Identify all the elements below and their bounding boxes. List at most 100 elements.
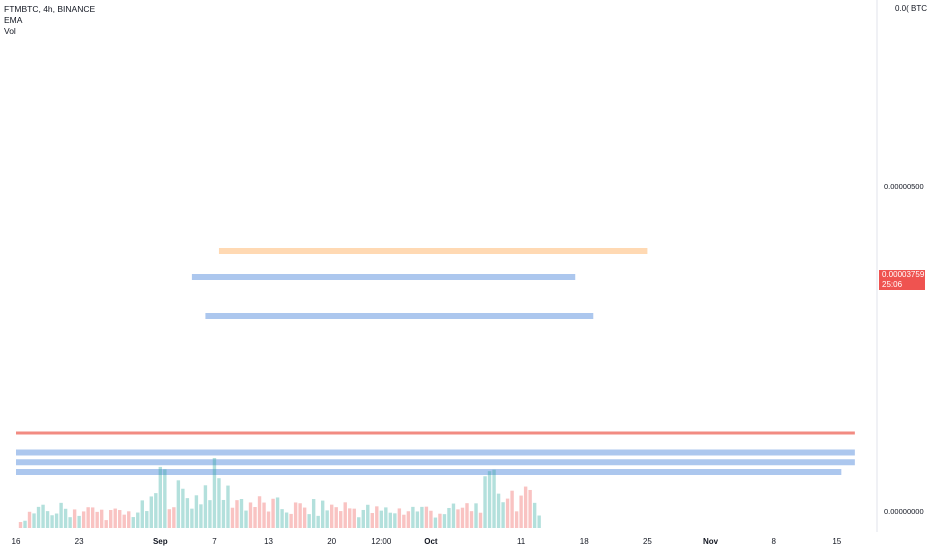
volume-bar [27,511,32,528]
volume-bar [384,507,388,528]
volume-bar [487,471,492,528]
volume-bar [54,513,59,528]
currency-label: BTC [911,4,928,13]
volume-bar [127,511,131,528]
volume-bar [190,508,194,528]
chart-legend: FTMBTC, 4h, BINANCE EMA Vol [4,4,95,37]
volume-indicator-label[interactable]: Vol [4,26,16,36]
volume-bar [194,495,199,528]
volume-bar [221,499,226,528]
level-band[interactable] [16,449,855,456]
volume-pane [18,458,541,528]
volume-bar [514,511,519,528]
volume-bar [136,512,140,528]
volume-bar [217,478,221,528]
volume-bar [163,469,167,528]
volume-bar [275,497,280,528]
volume-bar [420,506,424,528]
volume-bar [366,504,370,528]
level-band[interactable] [191,274,576,280]
level-band[interactable] [16,459,855,466]
time-tick-label: 16 [12,537,21,546]
volume-bar [311,499,316,528]
volume-bar [357,517,361,528]
volume-bar [501,502,505,528]
volume-bar [406,511,411,528]
time-tick-label: 8 [771,537,776,546]
volume-bar [140,500,144,528]
volume-bar [370,513,374,528]
volume-bar [41,504,45,528]
volume-bar [81,511,86,528]
level-line[interactable] [16,431,855,435]
volume-bar [429,510,433,528]
volume-bar [343,502,347,528]
time-tick-label: 11 [517,537,526,546]
volume-bar [271,498,275,528]
volume-bar [253,507,257,528]
volume-bar [185,498,190,528]
volume-bar [68,517,72,528]
volume-bar [505,498,510,528]
volume-bar [316,515,320,528]
volume-bar [375,506,379,528]
time-axis: 16 23 Sep 7 13 20 12:00 Oct 11 18 25 Nov 8 15 [12,537,842,546]
time-tick-label: Sep [153,537,168,546]
volume-bar [334,507,338,528]
time-tick-label: 7 [212,537,217,546]
volume-bar [145,511,149,528]
volume-bar [158,466,163,528]
volume-bar [45,511,50,528]
volume-bar [537,515,541,528]
volume-bar [95,511,99,528]
volume-bar [528,489,532,528]
volume-bar [284,512,289,528]
volume-bar [257,496,262,528]
volume-bar [379,510,384,528]
volume-bar [149,496,153,528]
volume-bar [361,509,365,528]
volume-bar [230,507,235,528]
volume-bar [244,510,248,528]
volume-bar [523,486,528,528]
volume-bar [411,506,415,528]
volume-bar [109,510,113,528]
volume-bar [131,517,135,528]
volume-bar [280,509,284,528]
volume-bar [483,476,487,528]
price-axis: 0.000000000.000005000.000010000.00001500… [884,182,924,516]
currency-badge[interactable]: 0.0( BTC [893,4,930,13]
ema-indicator-label[interactable]: EMA [4,15,23,25]
volume-bar [86,507,90,528]
level-band[interactable] [205,313,594,319]
volume-bar [167,509,172,528]
volume-bar [262,502,266,528]
level-band[interactable] [16,469,842,475]
volume-bar [293,502,298,528]
volume-bar [248,502,253,528]
symbol-line[interactable]: FTMBTC, 4h, BINANCE [4,4,96,14]
time-tick-label: 13 [264,537,273,546]
volume-bar [203,485,208,528]
volume-bar [460,507,465,528]
volume-bar [442,514,447,528]
volume-bar [36,506,41,528]
volume-bar [154,493,158,528]
volume-bar [415,511,420,528]
volume-bar [63,508,68,528]
time-tick-label: 20 [327,537,336,546]
price-tick-label: 0.00000500 [884,182,924,191]
volume-bar [496,493,501,528]
volume-bar [18,522,23,528]
volume-bar [478,512,483,528]
volume-bar [451,503,456,528]
volume-bar [50,515,54,528]
volume-bar [388,512,393,528]
last-price-value: 0.00003759 [882,270,925,279]
time-tick-label: 23 [75,537,84,546]
time-tick-label: 15 [832,537,841,546]
level-band[interactable] [218,248,648,254]
volume-bar [113,508,117,528]
